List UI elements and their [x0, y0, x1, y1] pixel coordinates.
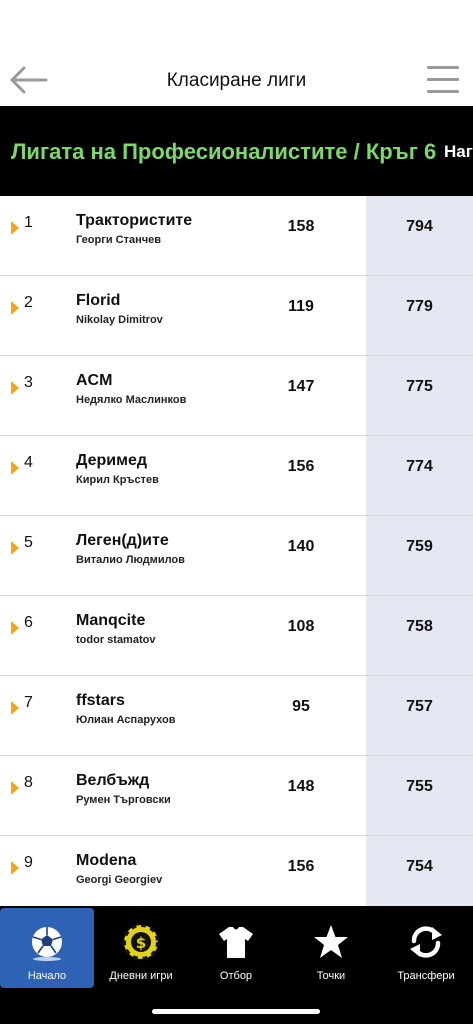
expand-arrow-icon[interactable]	[11, 861, 19, 875]
total-points: 775	[406, 378, 433, 395]
star-icon	[314, 925, 348, 958]
rank-number: 3	[24, 374, 33, 391]
team-name: Manqcite	[76, 612, 146, 629]
tab-daily-games[interactable]: $ Дневни игри	[94, 908, 188, 988]
round-points: 148	[287, 778, 315, 795]
round-points: 108	[287, 618, 315, 635]
team-name: Florid	[76, 292, 121, 309]
manager-name: Недялко Маслинков	[76, 394, 187, 406]
round-points: 140	[287, 538, 315, 555]
team-name: ACM	[76, 372, 113, 389]
expand-arrow-icon[interactable]	[11, 621, 19, 635]
manager-name: todor stamatov	[76, 634, 156, 646]
soccer-ball-icon	[32, 927, 62, 961]
jersey-icon	[219, 927, 253, 958]
round-points: 95	[292, 698, 310, 715]
total-points-column	[366, 196, 473, 908]
manager-name: Nikolay Dimitrov	[76, 314, 163, 326]
expand-arrow-icon[interactable]	[11, 381, 19, 395]
tab-transfers[interactable]: Трансфери	[379, 908, 473, 988]
expand-arrow-icon[interactable]	[11, 221, 19, 235]
round-points: 147	[287, 378, 315, 395]
team-name: Modena	[76, 852, 137, 869]
rank-number: 1	[24, 214, 33, 231]
total-points: 758	[406, 618, 433, 635]
table-row[interactable]: 7 ffstars Юлиан Аспарухов 95 757	[0, 676, 473, 756]
rank-number: 9	[24, 854, 33, 871]
rank-number: 7	[24, 694, 33, 711]
table-row[interactable]: 2 Florid Nikolay Dimitrov 119 779	[0, 276, 473, 356]
back-button[interactable]	[8, 64, 50, 96]
round-points: 156	[287, 458, 315, 475]
hamburger-icon	[427, 66, 459, 69]
manager-name: Georgi Georgiev	[76, 874, 163, 886]
team-name: Леген(д)ите	[76, 532, 169, 549]
total-points: 759	[406, 538, 433, 555]
manager-name: Георги Станчев	[76, 234, 161, 246]
tab-team[interactable]: Отбор	[189, 908, 283, 988]
next-league-title[interactable]: Наг	[444, 142, 473, 161]
table-row[interactable]: 4 Деримед Кирил Кръстев 156 774	[0, 436, 473, 516]
manager-name: Юлиан Аспарухов	[76, 714, 176, 726]
total-points: 757	[406, 698, 433, 715]
round-points: 119	[288, 298, 314, 315]
rank-number: 2	[24, 294, 33, 311]
table-row[interactable]: 5 Леген(д)ите Виталио Людмилов 140 759	[0, 516, 473, 596]
expand-arrow-icon[interactable]	[11, 461, 19, 475]
team-name: Деримед	[76, 452, 147, 469]
menu-button[interactable]	[423, 62, 463, 98]
total-points: 754	[406, 858, 433, 875]
total-points: 779	[406, 298, 433, 315]
manager-name: Кирил Кръстев	[76, 474, 159, 486]
team-name: Велбъжд	[76, 772, 150, 789]
standings-table: 1 Трактористите Георги Станчев 158 794 2 Flori…	[0, 196, 473, 908]
rank-number: 6	[24, 614, 33, 631]
expand-arrow-icon[interactable]	[11, 781, 19, 795]
tab-label: Трансфери	[397, 970, 455, 982]
round-points: 158	[287, 218, 315, 235]
tab-home[interactable]: Начало	[0, 908, 94, 988]
total-points: 774	[406, 458, 433, 475]
table-row[interactable]: 6 Manqcite todor stamatov 108 758	[0, 596, 473, 676]
manager-name: Виталио Людмилов	[76, 554, 185, 566]
expand-arrow-icon[interactable]	[11, 541, 19, 555]
tab-points[interactable]: Точки	[284, 908, 378, 988]
home-indicator	[152, 1009, 320, 1014]
rank-number: 4	[24, 454, 33, 471]
rank-number: 8	[24, 774, 33, 791]
tab-label: Отбор	[219, 970, 253, 982]
team-name: ffstars	[76, 692, 125, 709]
total-points: 755	[406, 778, 433, 795]
tab-label: Дневни игри	[109, 970, 173, 982]
total-points: 794	[406, 218, 433, 235]
page-title: Класиране лиги	[166, 70, 307, 91]
table-row[interactable]: 8 Велбъжд Румен Търговски 148 755	[0, 756, 473, 836]
team-name: Трактористите	[76, 212, 193, 229]
table-row[interactable]: 9 Modena Georgi Georgiev 156 754	[0, 836, 473, 908]
rank-number: 5	[24, 534, 33, 551]
expand-arrow-icon[interactable]	[11, 301, 19, 315]
refresh-icon	[410, 926, 442, 958]
bottom-tab-bar: Начало $ Дневни игри Отбор Точки Трансфе…	[0, 906, 473, 1024]
svg-text:$: $	[136, 934, 146, 952]
league-round-title: Лигата на Професионалистите / Кръг 6	[11, 139, 437, 164]
app-header: Класиране лиги	[0, 0, 473, 106]
dollar-chip-icon: $	[122, 923, 160, 961]
tab-label: Начало	[27, 970, 67, 982]
tab-label: Точки	[316, 970, 346, 982]
table-row[interactable]: 3 ACM Недялко Маслинков 147 775	[0, 356, 473, 436]
table-row[interactable]: 1 Трактористите Георги Станчев 158 794	[0, 196, 473, 276]
manager-name: Румен Търговски	[76, 794, 171, 806]
round-points: 156	[287, 858, 315, 875]
arrow-left-icon	[10, 66, 48, 94]
league-banner[interactable]: Лигата на Професионалистите / Кръг 6 Наг	[0, 106, 473, 196]
expand-arrow-icon[interactable]	[11, 701, 19, 715]
